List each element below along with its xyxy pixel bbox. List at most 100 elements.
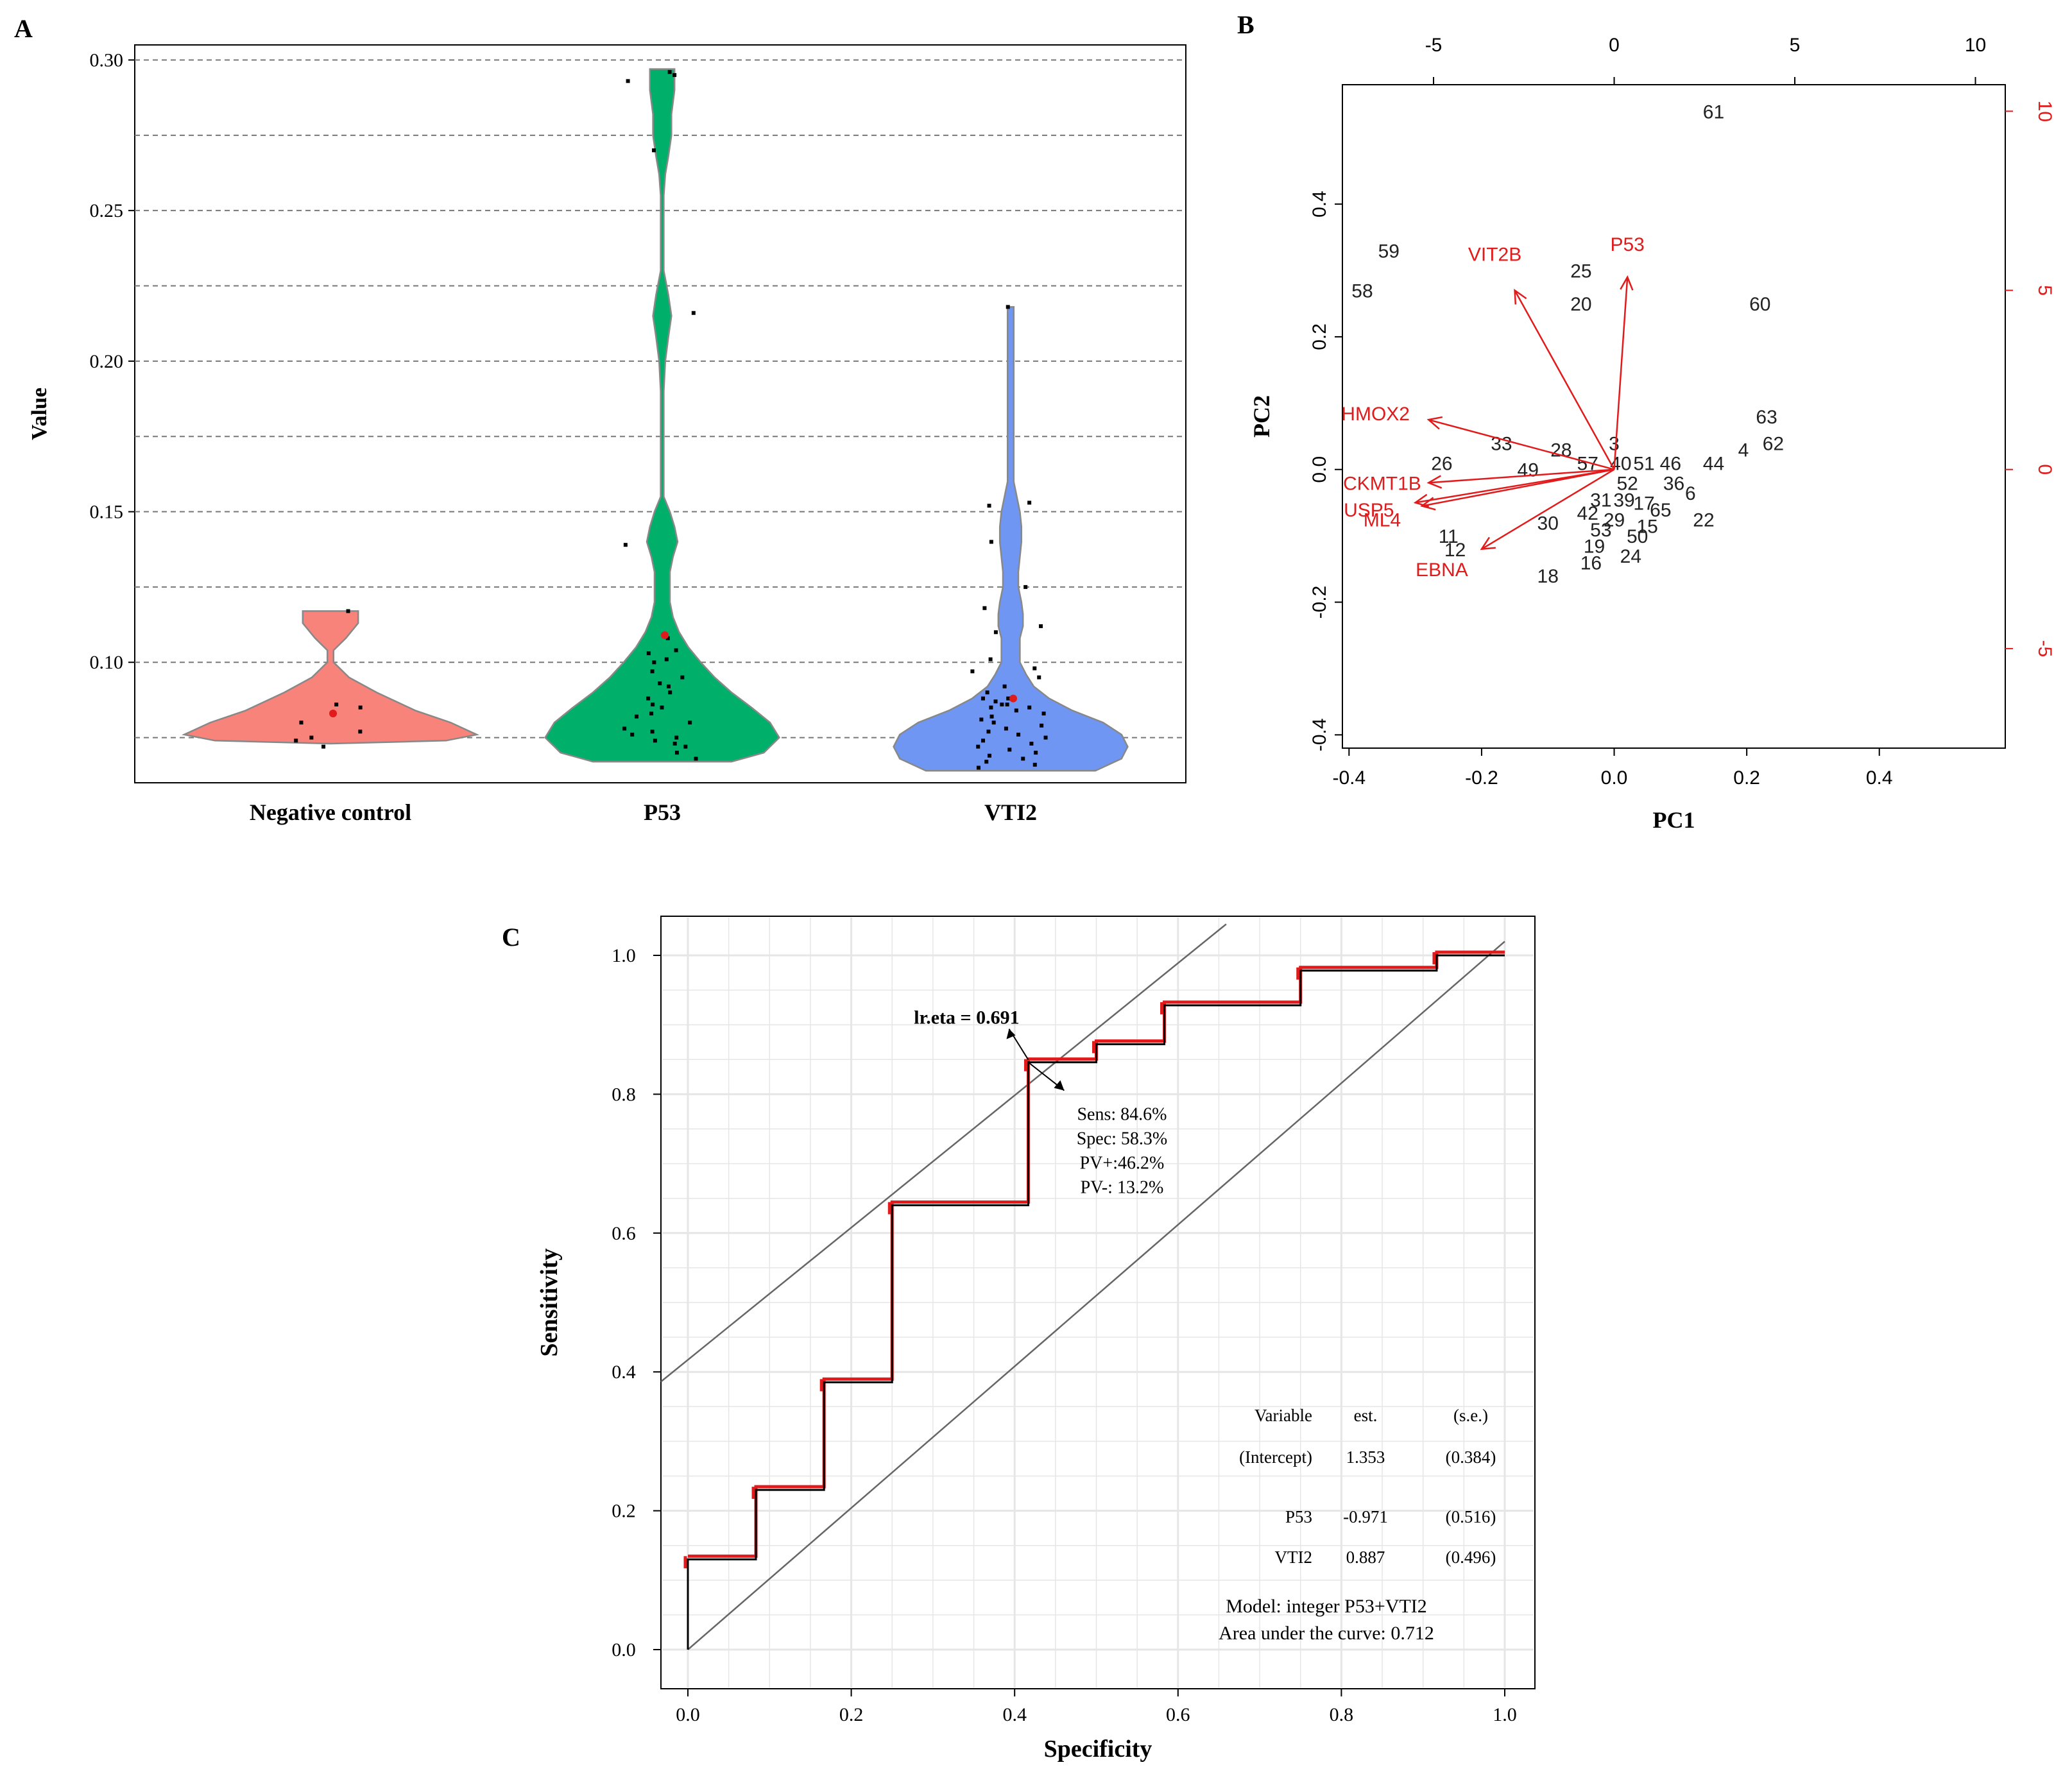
data-point <box>674 751 679 755</box>
data-point <box>694 756 698 761</box>
data-point <box>688 721 692 725</box>
observation-label: 12 <box>1444 540 1466 561</box>
observation-label: 59 <box>1378 241 1400 262</box>
y-tick-label: 0.0 <box>612 1639 636 1661</box>
right-tick-label: 5 <box>2034 285 2055 296</box>
observation-label: 17 <box>1633 493 1654 514</box>
data-point <box>664 657 669 662</box>
y-tick-label: 0.4 <box>612 1362 636 1383</box>
table-header-cell: est. <box>1354 1406 1378 1425</box>
upper-tangent-line <box>660 923 1227 1383</box>
observation-label: 51 <box>1633 453 1654 474</box>
violin-1 <box>544 68 780 763</box>
data-point <box>989 540 993 544</box>
data-point <box>674 648 678 653</box>
violin-plot: 0.10 0.15 0.20 0.25 0.30 Value Negative contro… <box>28 44 1186 825</box>
observation-label: 53 <box>1590 520 1611 541</box>
auc-text: Area under the curve: 0.712 <box>1219 1623 1434 1644</box>
table-header-cell: Variable <box>1254 1406 1312 1425</box>
y-tick-label: 1.0 <box>612 945 636 966</box>
violin-2 <box>893 306 1129 772</box>
table-cell: P53 <box>1285 1507 1312 1526</box>
x-tick-label: 0.6 <box>1166 1704 1190 1725</box>
data-point <box>979 717 984 722</box>
data-point <box>626 79 630 83</box>
data-point <box>646 651 651 656</box>
observation-label: 52 <box>1617 473 1638 494</box>
loading-arrow <box>1428 418 1614 470</box>
data-point <box>1004 726 1008 731</box>
cutoff-arrowhead <box>1054 1080 1065 1091</box>
y-axis-label: PC2 <box>1249 395 1274 438</box>
data-point <box>976 765 980 770</box>
y-tick-label: 0.2 <box>1309 323 1330 350</box>
y-tick-label: 0.6 <box>612 1223 636 1244</box>
data-point <box>1027 705 1032 710</box>
data-point <box>1032 762 1037 767</box>
y-tick-label: 0.20 <box>90 351 124 372</box>
x-tick-label: 0.8 <box>1330 1704 1354 1725</box>
observation-label: 46 <box>1660 453 1681 474</box>
loading-arrow <box>1514 289 1615 470</box>
top-tick-label: 0 <box>1609 35 1620 56</box>
x-category-label: P53 <box>644 799 681 825</box>
data-point <box>988 657 993 662</box>
data-point <box>666 684 671 688</box>
data-point <box>334 702 339 706</box>
data-point <box>1021 756 1025 761</box>
data-point <box>1041 712 1046 716</box>
data-point <box>294 739 298 743</box>
observation-label: 50 <box>1627 526 1648 547</box>
data-point <box>1002 684 1007 688</box>
top-tick-label: -5 <box>1425 35 1443 56</box>
data-point <box>653 739 657 743</box>
x-tick-label: 0.0 <box>676 1704 700 1725</box>
observation-label: 16 <box>1580 552 1602 574</box>
data-point <box>622 726 627 731</box>
observation-label: 3 <box>1609 433 1620 454</box>
y-tick-label: 0.10 <box>90 652 124 673</box>
observation-label: 61 <box>1703 101 1724 123</box>
data-point <box>634 714 638 719</box>
data-point <box>986 730 991 734</box>
data-point <box>993 699 998 704</box>
observation-label: 11 <box>1439 526 1459 547</box>
loading-arrowhead <box>1480 536 1496 551</box>
observation-label: 29 <box>1604 509 1625 531</box>
variable-label: USP5 <box>1344 500 1394 521</box>
table-cell: (0.496) <box>1446 1548 1496 1567</box>
data-point <box>993 630 998 635</box>
observation-label: 30 <box>1537 513 1559 534</box>
loading-arrow <box>1481 468 1615 550</box>
y-tick-label: 0.15 <box>90 502 124 523</box>
cutoff-stat: Sens: 84.6% <box>1077 1105 1167 1125</box>
data-point <box>309 735 314 740</box>
data-point <box>680 675 685 679</box>
loading-arrow <box>1421 468 1614 507</box>
observation-label: 22 <box>1693 509 1714 531</box>
cutoff-arrowhead <box>1006 1029 1016 1039</box>
data-point <box>1014 708 1018 713</box>
table-cell: (0.516) <box>1446 1507 1496 1526</box>
data-point <box>1032 666 1037 670</box>
top-tick-label: 10 <box>1965 35 1986 56</box>
data-point <box>991 721 996 725</box>
data-point <box>1037 675 1041 679</box>
observation-label: 62 <box>1763 433 1784 454</box>
data-point <box>674 735 679 740</box>
data-point <box>1007 747 1012 752</box>
cutoff-stat: PV+:46.2% <box>1080 1154 1165 1174</box>
observation-label: 60 <box>1749 294 1770 315</box>
data-point <box>658 681 662 686</box>
cutoff-stat: PV-: 13.2% <box>1081 1178 1164 1198</box>
model-text: Model: integer P53+VTI2 <box>1226 1596 1427 1617</box>
data-point <box>358 730 363 734</box>
data-point <box>650 730 655 734</box>
observation-label: 40 <box>1610 453 1631 474</box>
data-point <box>660 705 664 710</box>
right-tick-label: -5 <box>2034 640 2055 658</box>
observation-label: 24 <box>1620 546 1641 567</box>
data-point <box>630 732 635 737</box>
data-point <box>1000 702 1004 706</box>
right-tick-label: 0 <box>2034 464 2055 475</box>
